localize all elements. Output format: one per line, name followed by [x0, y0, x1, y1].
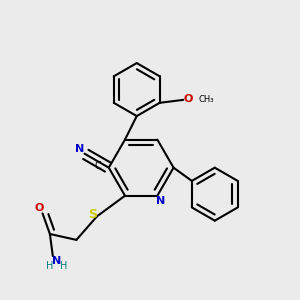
Text: N: N	[156, 196, 166, 206]
Text: CH₃: CH₃	[199, 95, 214, 104]
Text: H: H	[46, 261, 53, 271]
Text: O: O	[34, 203, 44, 213]
Text: S: S	[88, 208, 97, 221]
Text: O: O	[183, 94, 193, 104]
Text: N: N	[75, 144, 84, 154]
Text: C: C	[95, 161, 101, 171]
Text: N: N	[52, 256, 61, 266]
Text: H: H	[60, 261, 68, 271]
